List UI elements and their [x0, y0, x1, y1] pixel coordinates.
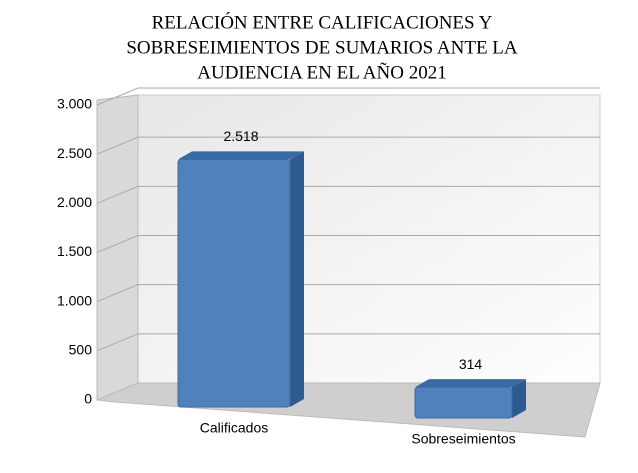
bar	[414, 386, 513, 419]
y-tick-label: 2.500	[57, 145, 92, 161]
y-tick-label: 500	[69, 342, 93, 358]
grid-line	[96, 136, 600, 155]
y-tick-label: 1.000	[57, 292, 92, 308]
x-tick-label: Sobreseimientos	[411, 431, 515, 447]
grid-line	[96, 333, 600, 352]
bar-top	[415, 379, 526, 388]
grid-line	[96, 87, 600, 106]
data-label: 314	[459, 356, 483, 372]
grid-line	[96, 235, 600, 253]
chart-title: RELACIÓN ENTRE CALIFICACIONES Y	[152, 11, 493, 33]
chart-title: SOBRESEIMIENTOS DE SUMARIOS ANTE LA	[126, 37, 518, 58]
bar-side	[512, 379, 526, 418]
grid-line	[96, 185, 600, 204]
y-tick-label: 2.000	[57, 194, 92, 210]
chart-title: AUDIENCIA EN EL AÑO 2021	[197, 61, 446, 83]
x-tick-label: Calificados	[200, 420, 268, 436]
y-tick-label: 1.500	[57, 243, 92, 259]
y-tick-label: 3.000	[57, 96, 92, 112]
bar-top	[178, 151, 304, 160]
side-wall	[96, 94, 139, 401]
back-wall	[96, 94, 601, 401]
bar	[177, 158, 291, 408]
data-label: 2.518	[223, 128, 258, 144]
grid-line	[96, 284, 600, 303]
y-tick-label: 0	[84, 391, 92, 407]
bar-side	[290, 151, 304, 407]
